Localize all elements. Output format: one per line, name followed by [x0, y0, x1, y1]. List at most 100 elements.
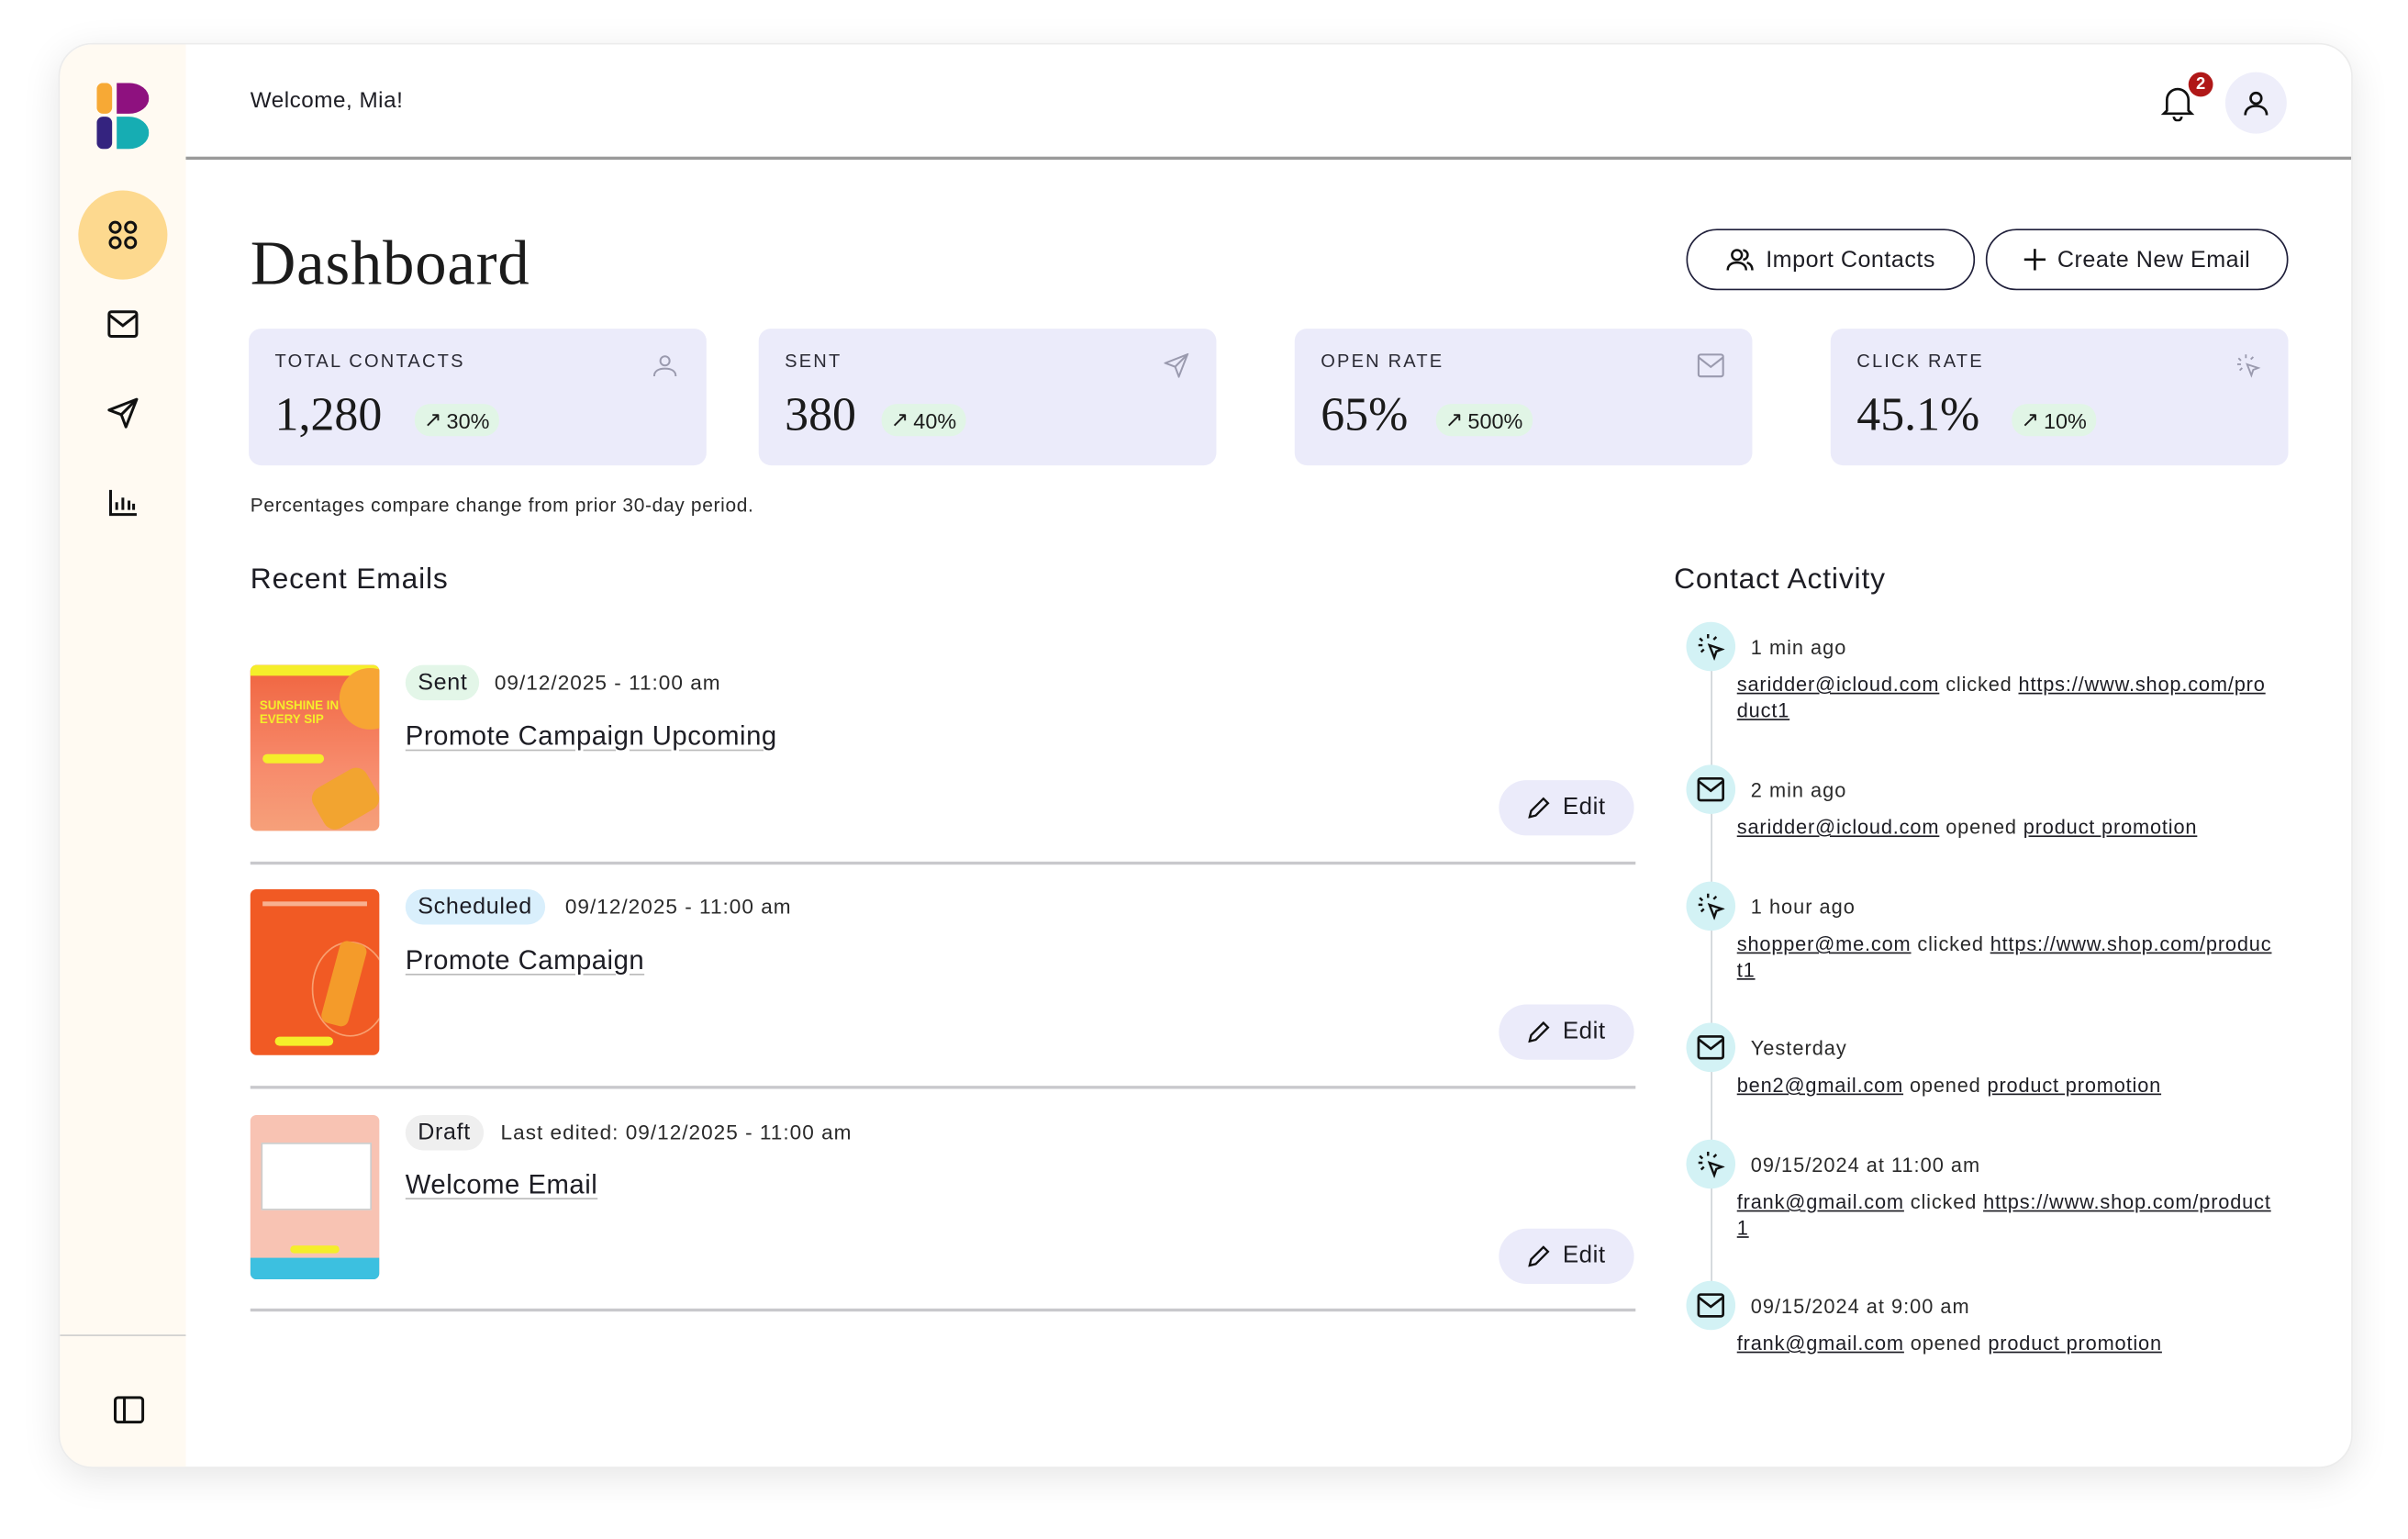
create-new-email-button[interactable]: Create New Email [1985, 229, 2289, 291]
contact-activity-heading: Contact Activity [1674, 563, 1886, 597]
stat-value: 65% [1321, 386, 1409, 441]
stat-change-value: 30% [446, 407, 490, 433]
contact-email-link[interactable]: shopper@me.com [1736, 931, 1912, 955]
status-badge-draft: Draft [405, 1114, 484, 1151]
arrow-up-right-icon: ↗ [423, 407, 442, 432]
edit-button[interactable]: Edit [1499, 1004, 1634, 1060]
stats-note: Percentages compare change from prior 30… [250, 494, 754, 517]
stat-value: 45.1% [1856, 386, 1980, 441]
activity-target-link[interactable]: https://www.shop.com/product1 [1736, 672, 2266, 722]
import-contacts-label: Import Contacts [1766, 246, 1935, 273]
sidebar-item-emails[interactable] [78, 280, 167, 369]
email-date: 09/12/2025 - 11:00 am [564, 895, 792, 919]
arrow-up-right-icon: ↗ [890, 407, 909, 432]
pencil-icon [1527, 1020, 1549, 1043]
sidebar-item-dashboard[interactable] [78, 190, 168, 280]
mail-icon [1686, 764, 1736, 814]
edit-label: Edit [1562, 1242, 1606, 1269]
arrow-up-right-icon: ↗ [2021, 407, 2039, 432]
email-thumbnail[interactable]: SUNSHINE IN EVERY SIP [250, 664, 380, 831]
activity-action: opened [1945, 815, 2017, 839]
contact-email-link[interactable]: saridder@icloud.com [1736, 815, 1940, 839]
sidebar-item-analytics[interactable] [78, 458, 167, 547]
stat-card-open-rate: OPEN RATE 65% ↗ 500% [1294, 329, 1753, 466]
sidebar-divider [60, 1334, 186, 1336]
activity-time: Yesterday [1750, 1036, 1847, 1060]
send-icon [1164, 352, 1189, 378]
page-title: Dashboard [250, 227, 530, 298]
welcome-text: Welcome, Mia! [250, 89, 404, 114]
panel-toggle-icon [114, 1396, 145, 1424]
header-divider [185, 156, 2352, 160]
contact-email-link[interactable]: saridder@icloud.com [1736, 672, 1940, 697]
activity-time: 1 min ago [1750, 635, 1847, 659]
stat-change-value: 10% [2043, 407, 2087, 433]
grid-icon [108, 220, 138, 250]
stat-label: TOTAL CONTACTS [274, 350, 465, 372]
stat-value: 380 [785, 386, 856, 441]
plus-icon [2023, 249, 2046, 271]
notifications-button[interactable]: 2 [2160, 72, 2213, 129]
email-date: 09/12/2025 - 11:00 am [494, 671, 721, 695]
email-title-link[interactable]: Promote Campaign Upcoming [405, 719, 777, 752]
email-title-link[interactable]: Promote Campaign [405, 944, 645, 976]
stat-change: ↗ 10% [2012, 404, 2096, 437]
import-contacts-button[interactable]: Import Contacts [1686, 229, 1976, 291]
activity-target-link[interactable]: https://www.shop.com/product1 [1736, 931, 2272, 982]
notification-badge: 2 [2188, 72, 2213, 97]
status-badge-scheduled: Scheduled [405, 888, 545, 925]
click-icon [1686, 881, 1736, 931]
click-icon [1686, 621, 1736, 672]
stat-change: ↗ 30% [414, 404, 499, 437]
email-thumbnail[interactable] [250, 1114, 380, 1280]
panel-toggle-button[interactable] [114, 1396, 145, 1431]
bell-icon [2160, 87, 2195, 122]
stat-card-total-contacts: TOTAL CONTACTS 1,280 ↗ 30% [249, 329, 707, 466]
pencil-icon [1527, 797, 1549, 819]
user-icon [2244, 91, 2269, 116]
row-divider [250, 1086, 1636, 1088]
activity-item: ben2@gmail.com opened product promotion [1737, 1072, 2275, 1098]
row-divider [250, 861, 1636, 864]
activity-time: 2 min ago [1750, 778, 1847, 802]
contact-email-link[interactable]: ben2@gmail.com [1736, 1073, 1904, 1097]
activity-action: clicked [1945, 672, 2012, 697]
mail-icon [1686, 1280, 1736, 1331]
contact-email-link[interactable]: frank@gmail.com [1736, 1331, 1904, 1355]
email-thumbnail[interactable] [250, 888, 380, 1055]
mail-icon [1686, 1022, 1736, 1073]
edit-label: Edit [1562, 794, 1606, 820]
stat-card-click-rate: CLICK RATE 45.1% ↗ 10% [1830, 329, 2289, 466]
activity-target-link[interactable]: https://www.shop.com/product1 [1736, 1189, 2271, 1240]
email-title-link[interactable]: Welcome Email [405, 1168, 598, 1200]
edit-button[interactable]: Edit [1499, 780, 1634, 836]
activity-target-link[interactable]: product promotion [1987, 1073, 2162, 1097]
activity-action: clicked [1910, 1189, 1978, 1214]
edit-button[interactable]: Edit [1499, 1228, 1634, 1285]
edit-label: Edit [1562, 1018, 1606, 1044]
activity-target-link[interactable]: product promotion [1988, 1331, 2162, 1355]
thumbnail-text: SUNSHINE IN EVERY SIP [259, 698, 340, 727]
activity-target-link[interactable]: product promotion [2023, 815, 2198, 839]
stat-change: ↗ 500% [1435, 404, 1533, 437]
stat-label: OPEN RATE [1321, 350, 1444, 372]
activity-action: clicked [1917, 931, 1984, 955]
activity-item: frank@gmail.com opened product promotion [1737, 1330, 2275, 1355]
click-icon [1686, 1139, 1736, 1189]
contact-email-link[interactable]: frank@gmail.com [1736, 1189, 1904, 1214]
activity-item: saridder@icloud.com opened product promo… [1737, 814, 2275, 840]
pencil-icon [1527, 1245, 1549, 1267]
stat-card-sent: SENT 380 ↗ 40% [758, 329, 1217, 466]
stat-label: SENT [785, 350, 842, 372]
users-icon [1726, 249, 1754, 271]
create-new-email-label: Create New Email [2057, 246, 2251, 273]
arrow-up-right-icon: ↗ [1444, 407, 1464, 432]
activity-time: 09/15/2024 at 9:00 am [1750, 1294, 1970, 1318]
app-window: Welcome, Mia! 2 Dashboard Import Contact… [58, 42, 2353, 1468]
timeline-line [1711, 664, 1712, 1326]
avatar[interactable] [2224, 72, 2287, 134]
activity-item: saridder@icloud.com clicked https://www.… [1737, 671, 2275, 723]
bar-chart-icon [108, 489, 137, 517]
sidebar-item-send[interactable] [78, 369, 167, 458]
stat-change-value: 500% [1467, 407, 1523, 433]
